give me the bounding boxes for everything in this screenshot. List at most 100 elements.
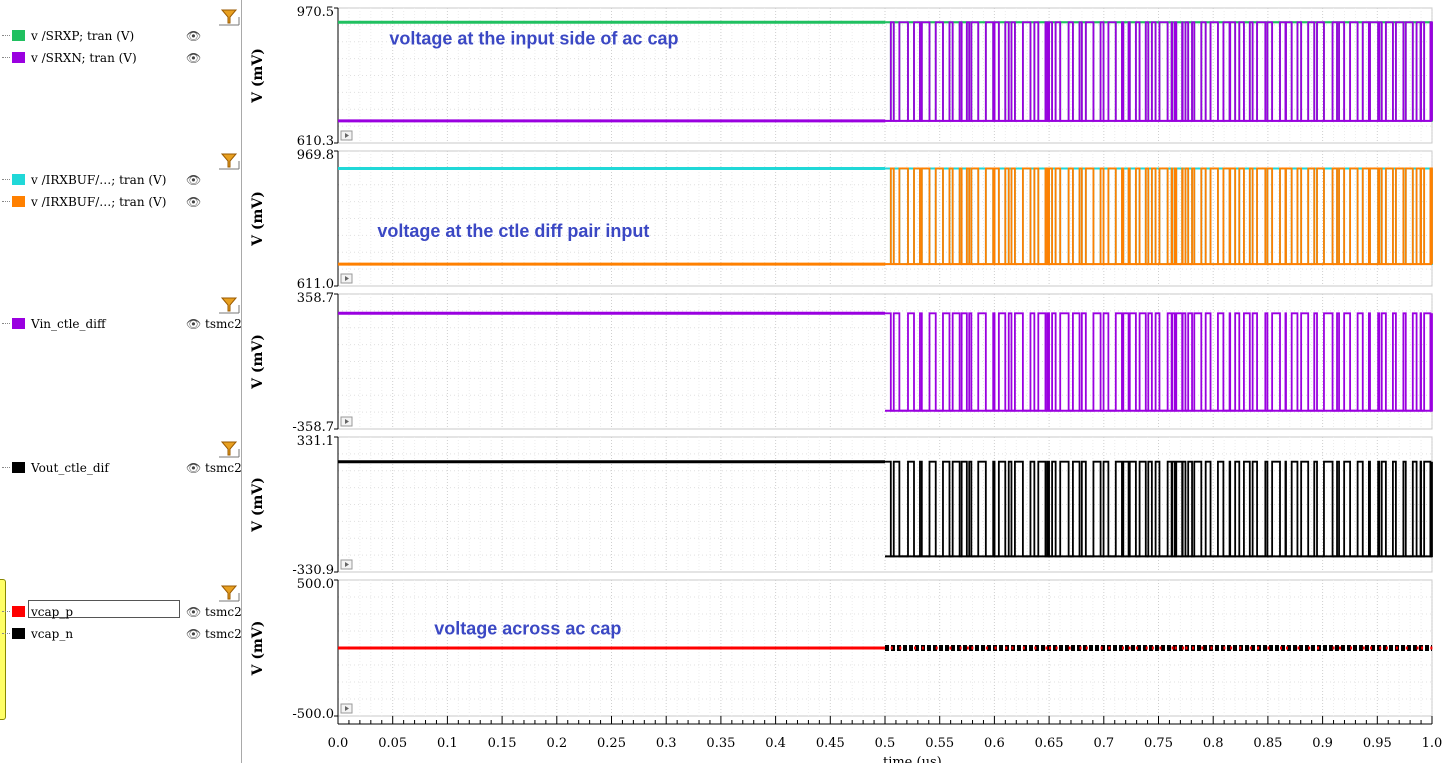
y-tick-label-bottom: -358.7 — [292, 420, 334, 435]
legend-entry[interactable]: Vout_ctle_dif 👁 tsmc2 — [0, 460, 242, 476]
waveform-spike — [1079, 646, 1082, 650]
x-tick-label: 0.05 — [378, 736, 407, 751]
waveform-spike — [1005, 646, 1008, 650]
waveform-series[interactable] — [338, 311, 1433, 412]
waveform-plot-area[interactable]: 970.5 610.3 V (mV) voltage at the input sid… — [242, 0, 1445, 763]
waveform-spike — [1192, 646, 1195, 650]
legend-entry[interactable]: v /IRXBUF/…; tran (V) 👁 — [0, 194, 240, 210]
legend-label: vcap_n — [31, 627, 74, 641]
waveform-spike — [1121, 646, 1124, 650]
waveform-spike — [914, 646, 917, 650]
waveform-spike — [1297, 646, 1300, 650]
waveform-spike — [959, 646, 962, 650]
expand-arrow-icon — [345, 419, 349, 424]
legend-color-swatch — [12, 174, 25, 185]
waveform-spike — [1223, 646, 1226, 650]
waveform-spike — [1280, 646, 1283, 650]
legend-entry[interactable]: v /SRXN; tran (V) 👁 — [0, 50, 240, 66]
visibility-eye-icon[interactable]: 👁 — [186, 605, 202, 619]
panel-annotation: voltage at the input side of ac cap — [389, 28, 678, 48]
waveform-spike — [1350, 646, 1353, 650]
trace-filter-icon[interactable] — [218, 440, 240, 458]
waveform-spike — [1239, 646, 1242, 650]
waveform-spike — [1049, 646, 1052, 650]
waveform-spike — [935, 646, 938, 650]
y-tick-label-top: 969.8 — [297, 148, 334, 163]
x-tick-label: 0.8 — [1203, 736, 1224, 751]
y-axis-label: V (mV) — [250, 334, 266, 390]
x-tick-label: 0.1 — [437, 736, 458, 751]
legend-color-swatch — [12, 196, 25, 207]
waveform-panel[interactable]: 358.7 -358.7 V (mV) — [250, 291, 1433, 435]
waveform-spike — [1430, 646, 1433, 650]
visibility-eye-icon[interactable]: 👁 — [186, 173, 202, 187]
y-tick-label-bottom: 610.3 — [297, 134, 334, 149]
waveform-spike — [1151, 646, 1154, 650]
waveform-spike — [1145, 646, 1148, 650]
waveform-spike — [1249, 646, 1252, 650]
visibility-eye-icon[interactable]: 👁 — [186, 317, 202, 331]
legend-entry[interactable]: v /IRXBUF/…; tran (V) 👁 — [0, 172, 240, 188]
waveform-spike — [921, 646, 924, 650]
waveform-spike — [1370, 646, 1373, 650]
visibility-eye-icon[interactable]: 👁 — [186, 461, 202, 475]
selected-trace-box[interactable] — [28, 600, 180, 618]
waveform-spike — [1174, 646, 1177, 650]
legend-entry[interactable]: v /SRXP; tran (V) 👁 — [0, 28, 240, 44]
waveform-spike — [1055, 646, 1058, 650]
trace-filter-icon[interactable] — [218, 296, 240, 314]
x-tick-label: 0.2 — [546, 736, 567, 751]
y-tick-label-bottom: 611.0 — [297, 277, 334, 292]
trace-filter-icon[interactable] — [218, 8, 240, 26]
trace-filter-icon[interactable] — [218, 584, 240, 602]
x-tick-label: 0.0 — [328, 736, 349, 751]
waveform-series[interactable] — [338, 646, 1433, 650]
x-tick-label: 0.4 — [765, 736, 786, 751]
legend-entry[interactable]: vcap_n 👁 tsmc2 — [0, 626, 242, 642]
waveform-panel[interactable]: 970.5 610.3 V (mV) voltage at the input sid… — [250, 5, 1433, 149]
waveform-spike — [1308, 646, 1311, 650]
legend-pane: v /SRXP; tran (V) 👁 v /SRXN; tran (V) 👁 v /I… — [0, 0, 242, 763]
waveform-series[interactable] — [338, 21, 1433, 123]
visibility-eye-icon[interactable]: 👁 — [186, 51, 202, 65]
waveform-spike — [949, 646, 952, 650]
waveform-spike — [890, 646, 893, 650]
waveform-panel[interactable]: 969.8 611.0 V (mV) voltage at the ctle diff… — [250, 148, 1433, 292]
waveform-series[interactable] — [338, 167, 1433, 266]
waveform-spike — [994, 646, 997, 650]
waveform-panel[interactable]: 500.0 -500.0 V (mV) voltage across ac cap — [250, 577, 1433, 722]
selected-group-marker[interactable] — [0, 579, 6, 720]
waveform-spike — [1100, 646, 1103, 650]
panel-annotation: voltage across ac cap — [434, 619, 621, 639]
waveform-spike — [1201, 646, 1204, 650]
legend-entry[interactable]: vcap_p 👁 tsmc2 — [0, 604, 242, 620]
expand-arrow-icon — [345, 706, 349, 711]
y-axis-label: V (mV) — [250, 48, 266, 104]
waveform-spike — [1182, 646, 1185, 650]
pane-divider[interactable] — [241, 0, 242, 763]
y-tick-label-top: 500.0 — [297, 577, 334, 592]
y-tick-label-top: 331.1 — [297, 434, 334, 449]
tree-connector — [2, 467, 10, 468]
waveform-series[interactable] — [338, 460, 1433, 558]
visibility-eye-icon[interactable]: 👁 — [186, 29, 202, 43]
waveform-spike — [1339, 646, 1342, 650]
y-tick-label-top: 358.7 — [297, 291, 334, 306]
y-tick-label-bottom: -330.9 — [292, 563, 334, 578]
waveform-spike — [1135, 646, 1138, 650]
waveform-spike — [1379, 646, 1382, 650]
y-axis-label: V (mV) — [250, 191, 266, 247]
waveform-spike — [1405, 646, 1408, 650]
x-tick-label: 0.75 — [1144, 736, 1173, 751]
waveform-panel[interactable]: 331.1 -330.9 V (mV) — [250, 434, 1433, 578]
tree-connector — [2, 611, 10, 612]
trace-filter-icon[interactable] — [218, 152, 240, 170]
legend-entry[interactable]: Vin_ctle_diff 👁 tsmc2 — [0, 316, 242, 332]
visibility-eye-icon[interactable]: 👁 — [186, 627, 202, 641]
waveform-spike — [1230, 646, 1233, 650]
expand-arrow-icon — [345, 133, 349, 138]
waveform-spike — [1421, 646, 1424, 650]
visibility-eye-icon[interactable]: 👁 — [186, 195, 202, 209]
x-axis-label: time (us) — [883, 755, 942, 763]
waveform-spike — [899, 646, 902, 650]
